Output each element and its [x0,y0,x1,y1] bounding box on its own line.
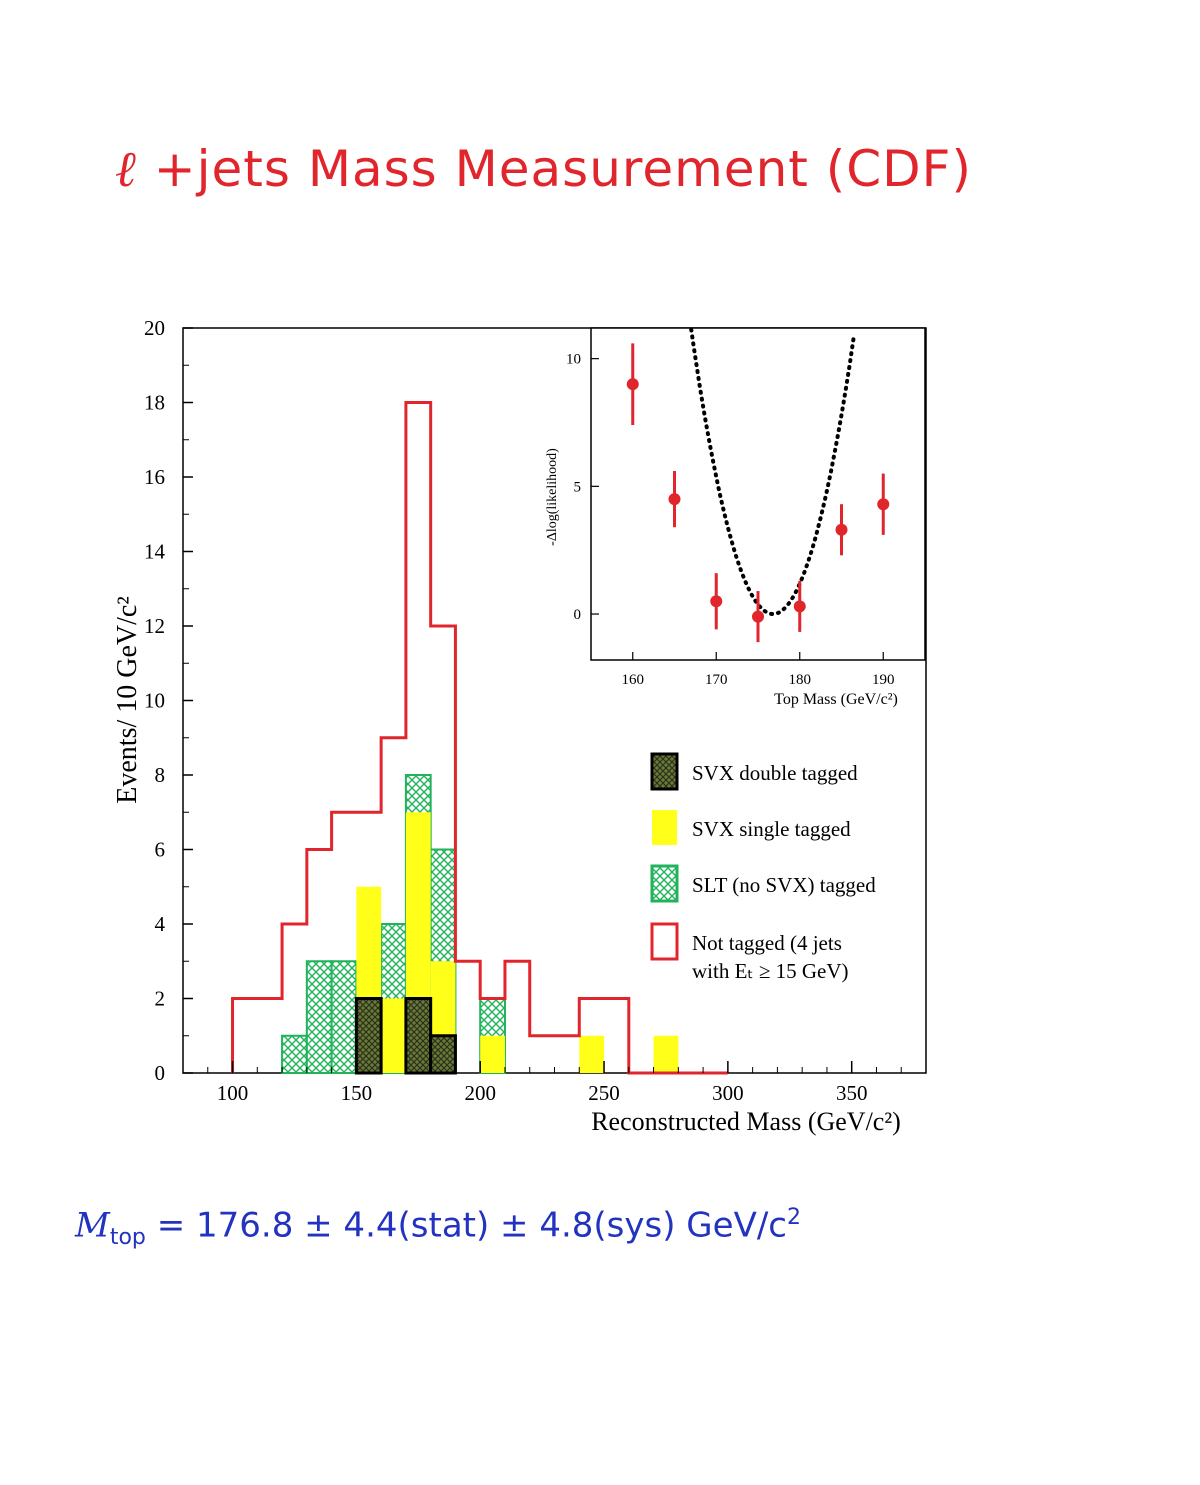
slt-bar [305,960,333,1074]
inset-data-point [668,493,681,506]
y-tick-label: 10 [144,689,165,713]
inset-data-point [877,498,890,511]
y-tick-label: 8 [155,763,166,787]
inset-y-axis-label: -Δlog(likelihood) [545,448,560,546]
result-variable: M [75,1205,110,1246]
y-tick-label: 14 [144,540,166,564]
legend-swatch-svx_double [650,752,679,791]
y-tick-label: 18 [144,391,165,415]
legend-label-slt: SLT (no SVX) tagged [692,873,876,897]
x-tick-label: 300 [712,1081,744,1105]
slt-bar [281,1034,308,1074]
inset-x-tick-label: 160 [622,672,645,688]
y-axis-label: Events/ 10 GeV/c² [112,596,143,803]
inset-x-tick-label: 180 [789,672,812,688]
inset-y-tick-label: 0 [574,607,582,623]
legend-swatch-slt [650,864,679,903]
legend-swatch-svx_single [652,810,677,845]
lepton-symbol: ℓ [115,140,137,198]
y-tick-label: 0 [155,1061,166,1085]
inset-x-axis-label: Top Mass (GeV/c²) [774,691,898,708]
svx-single-bar [653,1035,679,1073]
result-subscript: top [109,1225,146,1251]
inset-y-tick-label: 5 [574,479,582,495]
not-tagged-step-line [231,401,728,1075]
x-tick-label: 100 [217,1081,249,1105]
y-tick-label: 6 [155,838,166,862]
inset-data-point [626,378,639,391]
inset-x-tick-label: 170 [705,672,728,688]
x-tick-label: 250 [588,1081,620,1105]
svx-double-bar [354,997,383,1075]
inset-data-point [710,595,723,608]
y-tick-label: 4 [155,912,166,936]
legend-swatch-not_tagged [650,922,679,961]
svx-single-bar [381,998,406,1073]
inset-data-point [835,523,848,536]
x-tick-label: 350 [836,1081,868,1105]
legend-label-svx_double: SVX double tagged [692,761,858,785]
legend-label2-not_tagged: with Eₜ ≥ 15 GeV) [692,959,849,983]
svx-single-bar [480,1035,505,1073]
y-tick-label: 2 [155,987,166,1011]
result-superscript: 2 [786,1205,801,1230]
y-tick-label: 12 [144,614,165,638]
mass-result: Mtop = 176.8 ± 4.4(stat) ± 4.8(sys) GeV/… [75,1205,801,1250]
slide-title-text: +jets Mass Measurement (CDF) [153,140,972,198]
inset-x-tick-label: 190 [872,672,895,688]
slt-bar [330,960,358,1074]
x-axis-label: Reconstructed Mass (GeV/c²) [591,1107,901,1136]
legend-label-svx_single: SVX single tagged [692,817,851,841]
x-tick-label: 150 [341,1081,373,1105]
x-tick-label: 200 [464,1081,496,1105]
y-tick-label: 16 [144,465,165,489]
likelihood-fit-curve [689,327,856,617]
inset-data-point [752,610,764,623]
svx-double-bar [404,997,433,1075]
slide-title: ℓ +jets Mass Measurement (CDF) [115,140,972,198]
inset-data-point [793,600,806,613]
legend-label-not_tagged: Not tagged (4 jets [692,931,842,955]
y-tick-label: 20 [144,316,165,340]
svx-double-bar [429,1034,457,1075]
inset-y-tick-label: 10 [566,352,581,368]
likelihood-inset: 0 5 10 160 170 180 190 Top Mass (GeV/c²) -Δlog(l… [545,327,926,708]
svx-single-bar [579,1035,605,1073]
result-expression: = 176.8 ± 4.4(stat) ± 4.8(sys) GeV/c [145,1205,787,1246]
